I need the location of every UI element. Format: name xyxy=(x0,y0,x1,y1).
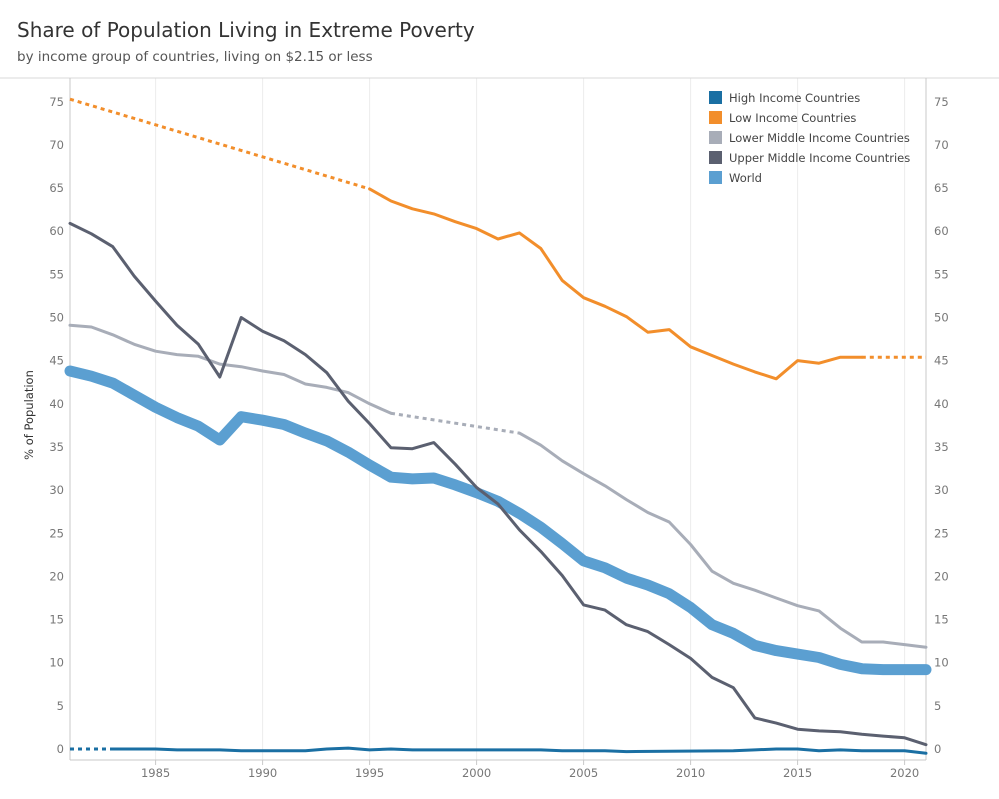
y-tick-label-left: 20 xyxy=(49,569,64,583)
y-axis-label: % of Population xyxy=(22,370,36,460)
y-tick-label-left: 70 xyxy=(49,138,64,152)
y-tick-label-right: 10 xyxy=(934,656,949,670)
x-tick-label: 2005 xyxy=(569,766,598,780)
y-tick-label-right: 50 xyxy=(934,311,949,325)
legend-label-upper-middle-income-countries: Upper Middle Income Countries xyxy=(729,151,910,165)
y-tick-label-left: 50 xyxy=(49,311,64,325)
y-tick-label-left: 45 xyxy=(49,354,64,368)
y-tick-label-right: 70 xyxy=(934,138,949,152)
chart-subtitle: by income group of countries, living on … xyxy=(17,49,373,65)
y-tick-label-right: 25 xyxy=(934,526,949,540)
x-tick-label: 2020 xyxy=(890,766,919,780)
lower-middle-income-countries-dashed-line xyxy=(390,411,520,435)
y-tick-label-left: 30 xyxy=(49,483,64,497)
legend-swatch-world xyxy=(709,171,722,184)
y-tick-label-left: 55 xyxy=(49,267,64,281)
legend-swatch-high-income-countries xyxy=(709,91,722,104)
y-tick-label-left: 10 xyxy=(49,656,64,670)
legend-swatch-lower-middle-income-countries xyxy=(709,131,722,144)
x-tick-label: 2010 xyxy=(676,766,705,780)
y-tick-label-left: 25 xyxy=(49,526,64,540)
x-tick-label: 2000 xyxy=(462,766,491,780)
legend-label-high-income-countries: High Income Countries xyxy=(729,91,860,105)
legend-label-lower-middle-income-countries: Lower Middle Income Countries xyxy=(729,131,910,145)
y-tick-label-right: 0 xyxy=(934,742,941,756)
x-tick-label: 1995 xyxy=(355,766,384,780)
x-tick-label: 1985 xyxy=(141,766,170,780)
x-tick-label: 2015 xyxy=(783,766,812,780)
y-tick-label-left: 75 xyxy=(49,95,64,109)
y-tick-label-left: 5 xyxy=(57,699,64,713)
legend-swatch-upper-middle-income-countries xyxy=(709,151,722,164)
series-layer xyxy=(64,97,932,755)
y-tick-label-right: 60 xyxy=(934,224,949,238)
y-tick-label-right: 20 xyxy=(934,569,949,583)
world-line xyxy=(64,365,932,676)
y-tick-label-left: 35 xyxy=(49,440,64,454)
low-income-countries-dashed-line xyxy=(69,97,371,191)
low-income-countries-line xyxy=(368,187,864,381)
y-tick-label-left: 0 xyxy=(57,742,64,756)
y-tick-label-right: 45 xyxy=(934,354,949,368)
y-tick-label-right: 35 xyxy=(934,440,949,454)
lower-middle-income-countries-line xyxy=(68,323,393,415)
y-tick-label-left: 60 xyxy=(49,224,64,238)
chart-title: Share of Population Living in Extreme Po… xyxy=(17,18,475,42)
legend-label-world: World xyxy=(729,171,762,185)
y-tick-label-right: 40 xyxy=(934,397,949,411)
legend-label-low-income-countries: Low Income Countries xyxy=(729,111,856,125)
upper-middle-income-countries-line xyxy=(68,221,928,747)
y-tick-label-right: 65 xyxy=(934,181,949,195)
chart-legend: High Income Countries Low Income Countrie… xyxy=(709,91,910,185)
x-tick-label: 1990 xyxy=(248,766,277,780)
y-tick-label-right: 5 xyxy=(934,699,941,713)
y-tick-label-right: 75 xyxy=(934,95,949,109)
y-tick-label-left: 40 xyxy=(49,397,64,411)
high-income-countries-line xyxy=(111,746,928,755)
lower-middle-income-countries-line-segment xyxy=(517,431,928,649)
legend-swatch-low-income-countries xyxy=(709,111,722,124)
y-tick-label-right: 55 xyxy=(934,267,949,281)
y-tick-label-left: 15 xyxy=(49,613,64,627)
y-tick-label-right: 15 xyxy=(934,613,949,627)
y-tick-label-right: 30 xyxy=(934,483,949,497)
y-tick-label-left: 65 xyxy=(49,181,64,195)
